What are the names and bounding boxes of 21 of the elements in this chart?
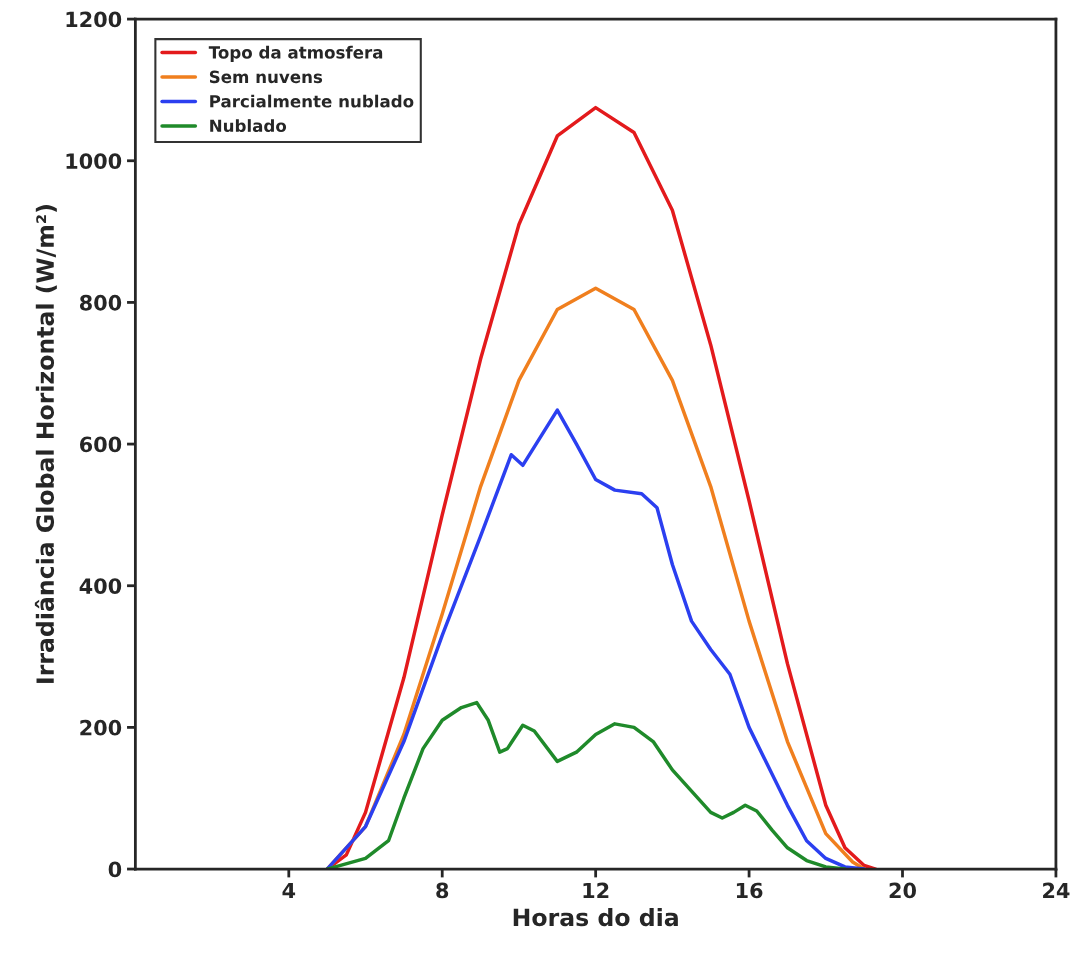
y-axis-title: Irradiância Global Horizontal (W/m²)	[34, 205, 57, 683]
line-series	[325, 408, 866, 870]
y-tick-label: 1200	[66, 11, 122, 28]
y-tick-label: 400	[79, 578, 122, 594]
x-tick-label: 20	[889, 882, 916, 899]
legend-label: Parcialmente nublado	[210, 94, 414, 108]
legend-label: Nublado	[210, 119, 287, 133]
y-tick-label: 600	[79, 436, 122, 453]
y-tick-label: 1000	[66, 153, 122, 169]
x-axis-title: Horas do dia	[513, 907, 678, 927]
y-tick-label: 200	[80, 719, 122, 736]
x-tick-label: 16	[736, 882, 763, 899]
x-tick-label: 4	[282, 882, 296, 899]
x-tick-label: 24	[1043, 882, 1070, 899]
y-tick-label: 0	[108, 861, 122, 878]
legend-label: Topo da atmosfera	[208, 45, 383, 62]
x-tick-label: 8	[436, 882, 449, 899]
line-series	[325, 700, 847, 870]
legend-label: Sem nuvens	[209, 70, 323, 84]
y-tick-label: 800	[79, 294, 122, 311]
x-tick-label: 12	[583, 882, 609, 899]
